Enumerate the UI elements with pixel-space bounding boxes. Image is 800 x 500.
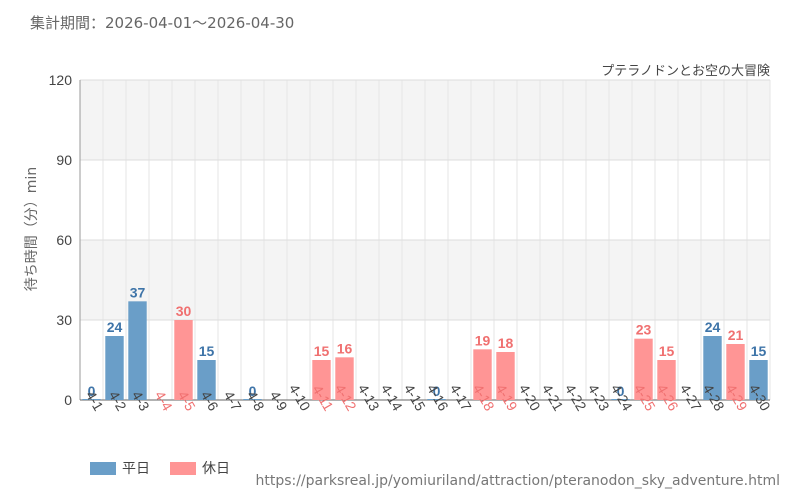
- bar-4-2: [105, 336, 124, 400]
- bar-4-29: [726, 344, 745, 400]
- bar-4-11: [312, 360, 331, 400]
- bar-4-3: [128, 301, 147, 400]
- legend-swatch-weekday: [90, 461, 116, 475]
- bar-4-8: [243, 399, 262, 400]
- data-label-4-3: 37: [130, 284, 146, 300]
- data-label-4-25: 23: [636, 322, 652, 338]
- bar-4-30: [749, 360, 768, 400]
- period-text: 集計期間：2026-04-01〜2026-04-30: [30, 14, 295, 32]
- data-label-4-18: 19: [475, 332, 491, 348]
- bar-4-6: [197, 360, 216, 400]
- legend: 平日 休日: [90, 458, 230, 478]
- legend-label-weekday: 平日: [122, 461, 150, 477]
- data-label-4-8: 0: [249, 383, 257, 399]
- data-label-4-11: 15: [314, 343, 330, 359]
- data-label-4-12: 16: [337, 340, 353, 356]
- bar-4-28: [703, 336, 722, 400]
- data-label-4-2: 24: [107, 319, 123, 335]
- y-tick-label: 0: [64, 392, 72, 408]
- bar-4-12: [335, 357, 354, 400]
- data-label-4-19: 18: [498, 335, 514, 351]
- data-label-4-29: 21: [728, 327, 744, 343]
- legend-label-holiday: 休日: [202, 461, 230, 477]
- y-tick-label: 120: [49, 72, 73, 88]
- data-label-4-24: 0: [617, 383, 625, 399]
- bar-4-1: [82, 399, 101, 400]
- legend-item-weekday: 平日: [90, 458, 150, 478]
- data-label-4-16: 0: [433, 383, 441, 399]
- bar-4-24: [611, 399, 630, 400]
- source-url: https://parksreal.jp/yomiuriland/attract…: [255, 473, 780, 489]
- bar-4-19: [496, 352, 515, 400]
- y-tick-label: 30: [56, 312, 72, 328]
- data-label-4-28: 24: [705, 319, 721, 335]
- bar-4-25: [634, 338, 653, 400]
- y-tick-label: 90: [56, 152, 72, 168]
- legend-swatch-holiday: [170, 461, 196, 475]
- data-label-4-26: 15: [659, 343, 675, 359]
- data-label-4-6: 15: [199, 343, 215, 359]
- bar-4-5: [174, 320, 193, 400]
- data-label-4-1: 0: [88, 383, 96, 399]
- y-tick-label: 60: [56, 232, 72, 248]
- data-label-4-5: 30: [176, 303, 192, 319]
- bar-4-18: [473, 349, 492, 400]
- bar-4-16: [427, 399, 446, 400]
- chart-title: プテラノドンとお空の大冒険: [601, 64, 770, 79]
- data-label-4-30: 15: [751, 343, 767, 359]
- bar-4-26: [657, 360, 676, 400]
- legend-item-holiday: 休日: [170, 458, 230, 478]
